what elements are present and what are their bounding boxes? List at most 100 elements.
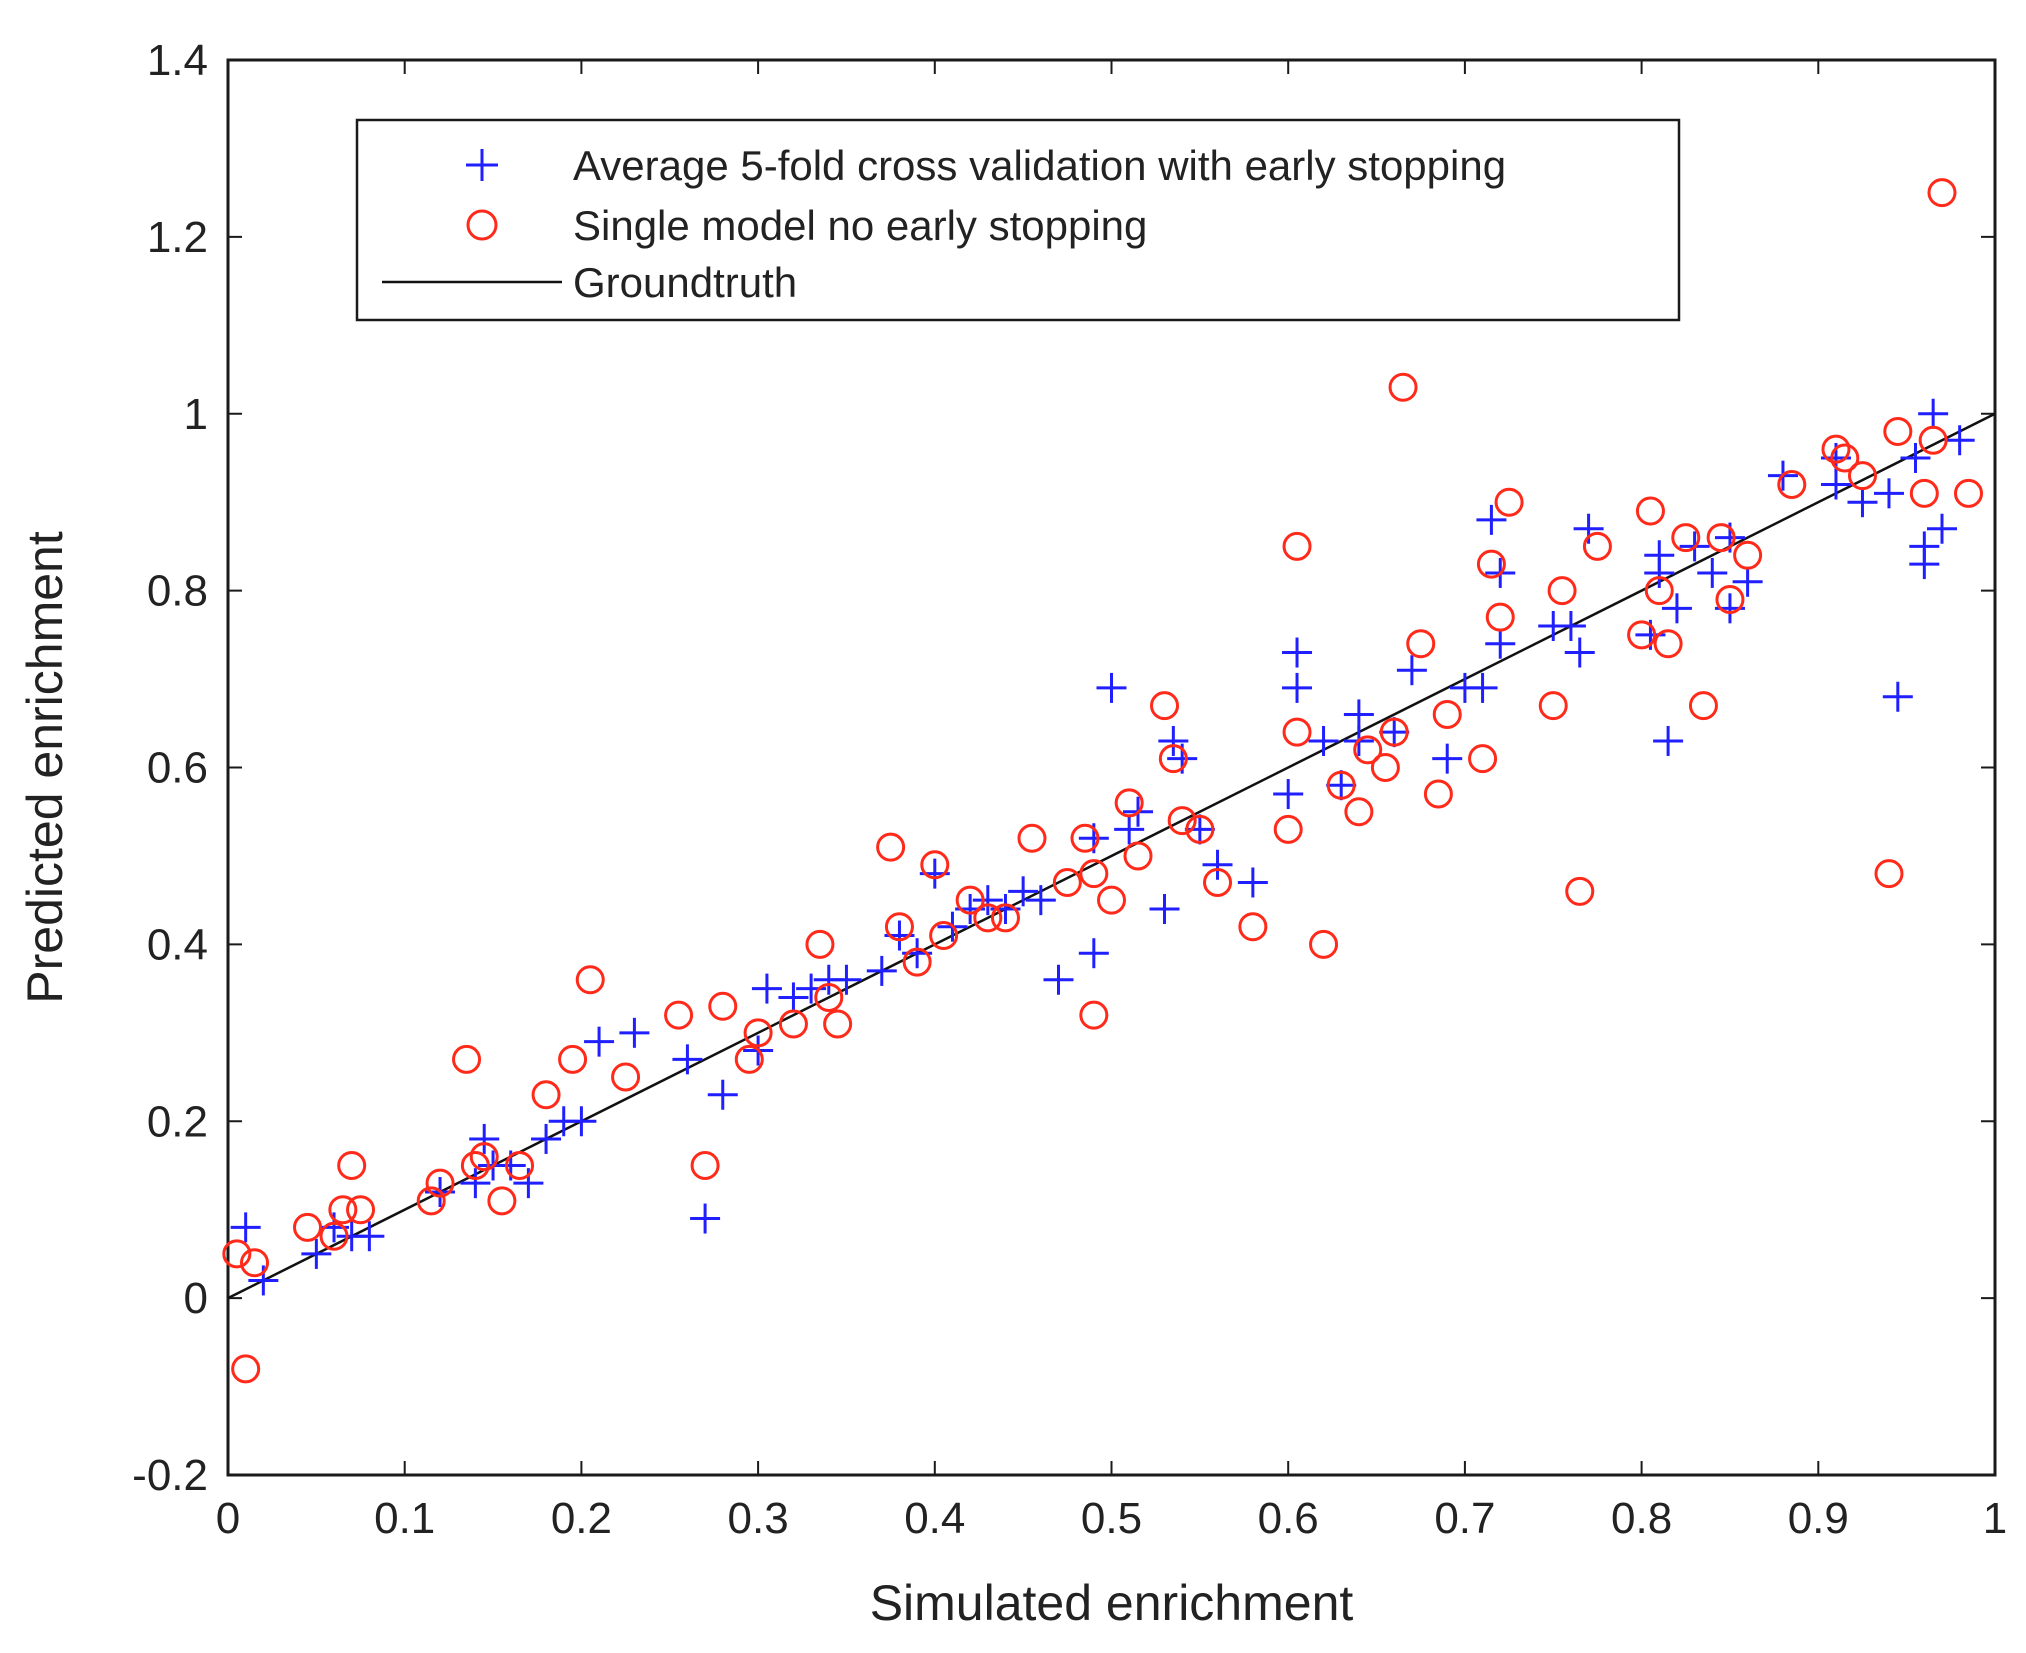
y-tick-label: 0.6 <box>147 744 208 793</box>
y-tick-label: -0.2 <box>132 1451 208 1500</box>
cv-point <box>1379 717 1410 748</box>
single-model-point <box>1644 576 1674 606</box>
x-tick-label: 0.5 <box>1081 1494 1142 1543</box>
cv-point <box>707 1079 738 1110</box>
x-tick-label: 0 <box>216 1494 240 1543</box>
single-model-point <box>805 929 835 959</box>
single-model-point <box>531 1080 561 1110</box>
single-model-point <box>1370 753 1400 782</box>
single-model-point <box>1432 699 1462 729</box>
single-model-point <box>337 1150 367 1180</box>
single-model-point <box>1017 823 1047 853</box>
cv-point <box>1237 867 1268 898</box>
x-tick-label: 0.8 <box>1611 1494 1672 1543</box>
cv-point <box>1078 938 1109 969</box>
single-model-point <box>1953 478 1983 508</box>
single-model-point <box>708 991 738 1021</box>
cv-point <box>1909 549 1940 580</box>
cv-point <box>1202 849 1233 880</box>
cv-point <box>1158 725 1189 756</box>
y-tick-label: 1.4 <box>147 36 208 85</box>
cv-point <box>1343 699 1374 730</box>
single-model-point <box>1494 487 1524 517</box>
legend-circle-marker <box>466 209 498 241</box>
single-model-point <box>487 1186 517 1216</box>
single-model-point <box>1282 717 1312 747</box>
single-model-point <box>1715 584 1745 614</box>
single-model-point <box>222 1239 252 1269</box>
cv-point <box>1114 814 1145 845</box>
legend: Average 5-fold cross validation with ear… <box>355 118 1681 322</box>
single-model-point <box>1353 735 1383 765</box>
cv-point <box>1926 513 1957 544</box>
single-model-point <box>1777 470 1807 499</box>
single-model-point <box>1282 531 1312 561</box>
cv-point <box>1732 566 1763 597</box>
cv-point <box>1432 743 1463 774</box>
single-model-point <box>1688 691 1718 721</box>
single-model-point <box>1847 461 1877 491</box>
cv-point <box>1873 478 1904 509</box>
cv-point <box>751 973 782 1004</box>
cv-point <box>1096 672 1127 703</box>
single-model-point <box>955 885 985 915</box>
single-model-point <box>1070 823 1100 853</box>
single-model-point <box>1627 620 1657 650</box>
single-model-point <box>319 1221 349 1251</box>
cv-point <box>1564 637 1595 668</box>
y-axis-label: Predicted enrichment <box>17 531 73 1004</box>
single-model-point <box>240 1248 270 1278</box>
single-model-point <box>1052 867 1082 897</box>
groundtruth-layer <box>227 412 1996 1300</box>
single-model-point <box>1476 549 1506 579</box>
cv-point <box>1149 894 1180 924</box>
cv-point <box>531 1123 562 1154</box>
single-model-point <box>575 965 605 995</box>
single-model-point <box>469 1142 499 1172</box>
x-tick-label: 0.4 <box>904 1494 965 1543</box>
single-model-point <box>1079 859 1109 889</box>
single-model-point <box>425 1168 455 1198</box>
y-tick-label: 0 <box>184 1274 208 1323</box>
legend-box <box>355 118 1681 322</box>
single-model-point <box>1485 602 1515 632</box>
single-model-point <box>1150 691 1180 721</box>
cv-point <box>1282 672 1313 703</box>
legend-label-single: Single model no early stopping <box>573 202 1147 249</box>
single-model-point <box>920 850 950 880</box>
single-model-point <box>1883 416 1913 446</box>
single-model-point <box>690 1150 720 1180</box>
x-axis-label: Simulated enrichment <box>870 1575 1354 1631</box>
single-model-point <box>1309 929 1339 959</box>
single-model-point <box>452 1044 482 1074</box>
cv-point <box>972 885 1003 916</box>
cv-point <box>1273 779 1304 810</box>
x-tick-label: 1 <box>1983 1494 2007 1543</box>
single-model-point <box>664 1000 694 1030</box>
single-model-point <box>1671 523 1701 553</box>
cv-point <box>1882 681 1913 712</box>
cv-point <box>1820 469 1851 500</box>
cv-point <box>460 1168 491 1199</box>
cv-point <box>1485 628 1516 659</box>
x-tick-label: 0.3 <box>728 1494 789 1543</box>
cv-point <box>690 1203 721 1234</box>
single-model-point <box>1635 496 1665 526</box>
single-model-point <box>990 903 1020 933</box>
single-model-point <box>346 1195 376 1225</box>
cv-point <box>1653 725 1684 756</box>
single-model-point <box>1874 859 1904 889</box>
cv-point <box>1326 770 1357 801</box>
cv-point <box>301 1238 332 1269</box>
single-model-point <box>1538 691 1568 721</box>
cv-point <box>1467 672 1498 703</box>
single-model-point <box>876 832 906 862</box>
single-model-point <box>293 1212 323 1242</box>
single-model-point <box>1909 478 1939 508</box>
single-model-point <box>1158 744 1188 774</box>
single-model-point <box>734 1044 764 1074</box>
y-tick-label: 0.8 <box>147 567 208 616</box>
cv-point <box>1944 425 1975 456</box>
cv-point <box>1396 655 1427 686</box>
